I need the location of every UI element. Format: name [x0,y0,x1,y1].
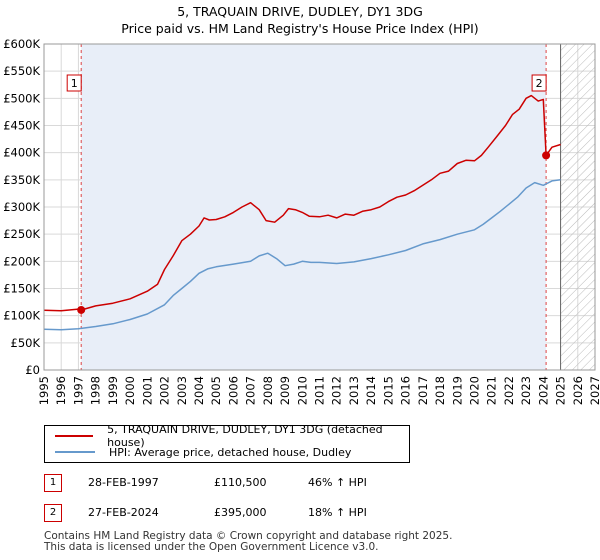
y-tick-label: £600K [3,37,40,51]
x-tick-label: 1997 [71,376,85,405]
x-tick-label: 2012 [330,376,344,405]
y-tick-label: £50K [11,336,41,350]
sale-annotation-label: 1 [71,77,78,90]
chart-legend: 5, TRAQUAIN DRIVE, DUDLEY, DY1 3DG (deta… [44,423,410,463]
price-chart: 1 2 £0 £50K £100K £150K £200K £250K £300K £350K £… [3,37,600,405]
sale-annotation-label: 2 [536,77,543,90]
sale-date: 28-FEB-1997 [88,476,159,489]
forecast-hatch-region [560,44,595,370]
x-tick-label: 2014 [364,376,378,405]
x-tick-label: 1999 [106,376,120,405]
legend-item-price-paid: 5, TRAQUAIN DRIVE, DUDLEY, DY1 3DG (deta… [55,423,409,449]
x-tick-label: 2016 [399,376,413,405]
y-tick-label: £100K [3,309,40,323]
y-tick-label: £200K [3,254,40,268]
chart-subtitle: Price paid vs. HM Land Registry's House … [121,21,479,36]
legend-label-price-paid: 5, TRAQUAIN DRIVE, DUDLEY, DY1 3DG (deta… [107,423,383,449]
legend-label-hpi: HPI: Average price, detached house, Dudl… [109,445,352,459]
plot-frame [43,43,596,371]
sale-annotation-box [531,74,547,92]
sale-annotation-box [66,74,82,92]
x-tick-label: 2022 [502,376,516,405]
x-tick-label: 2004 [192,376,206,405]
x-tick-label: 2008 [261,376,275,405]
x-tick-label: 2025 [554,376,568,405]
footer-license: This data is licensed under the Open Gov… [44,541,379,553]
x-tick-label: 2007 [244,376,258,405]
y-tick-label: £300K [3,200,40,214]
sale-badge: 1 [44,474,62,492]
y-tick-label: £0 [25,363,40,377]
sale-point [77,305,86,314]
x-tick-label: 2001 [140,376,154,405]
x-tick-label: 2021 [485,376,499,405]
x-tick-label: 2023 [519,376,533,405]
x-tick-label: 2024 [536,376,550,405]
footer-copyright: Contains HM Land Registry data © Crown c… [44,530,453,542]
legend-item-hpi: HPI: Average price, detached house, Dudl… [55,444,351,460]
sale-hpi-change: 18% ↑ HPI [308,506,367,519]
x-tick-label: 1996 [54,376,68,405]
legend-swatch-price-paid [55,435,94,437]
x-tick-label: 2017 [416,376,430,405]
y-tick-label: £500K [3,91,40,105]
x-tick-label: 2005 [209,376,223,405]
x-tick-label: 2011 [313,376,327,405]
y-tick-label: £150K [3,282,40,296]
sale-badge: 2 [44,504,62,522]
x-tick-label: 2002 [158,376,172,405]
sale-point [542,151,551,160]
x-tick-label: 2000 [123,376,137,405]
x-tick-label: 2013 [347,376,361,405]
series-line-price-paid [43,94,561,312]
sale-price: £395,000 [214,506,267,519]
x-tick-label: 2006 [226,376,240,405]
x-tick-label: 2003 [175,376,189,405]
legend-swatch-hpi [55,451,95,453]
sale-hpi-change: 46% ↑ HPI [308,476,367,489]
y-tick-label: £550K [3,64,40,78]
y-tick-label: £400K [3,146,40,160]
x-tick-label: 2018 [433,376,447,405]
y-tick-label: £250K [3,227,40,241]
chart-title: 5, TRAQUAIN DRIVE, DUDLEY, DY1 3DG [177,4,423,19]
ownership-period-shade [81,44,547,370]
x-tick-label: 2026 [571,376,585,405]
sale-price: £110,500 [214,476,267,489]
series-line-hpi [43,179,561,331]
sale-date: 27-FEB-2024 [88,506,159,519]
x-tick-label: 1998 [89,376,103,405]
y-tick-label: £450K [3,119,40,133]
x-tick-label: 2009 [278,376,292,405]
footer: Contains HM Land Registry data © Crown c… [44,531,452,553]
x-tick-label: 2019 [450,376,464,405]
y-tick-label: £350K [3,173,40,187]
x-tick-label: 2027 [588,376,600,405]
x-tick-label: 2020 [467,376,481,405]
x-tick-label: 2010 [295,376,309,405]
x-tick-label: 1995 [37,376,51,405]
x-tick-label: 2015 [381,376,395,405]
